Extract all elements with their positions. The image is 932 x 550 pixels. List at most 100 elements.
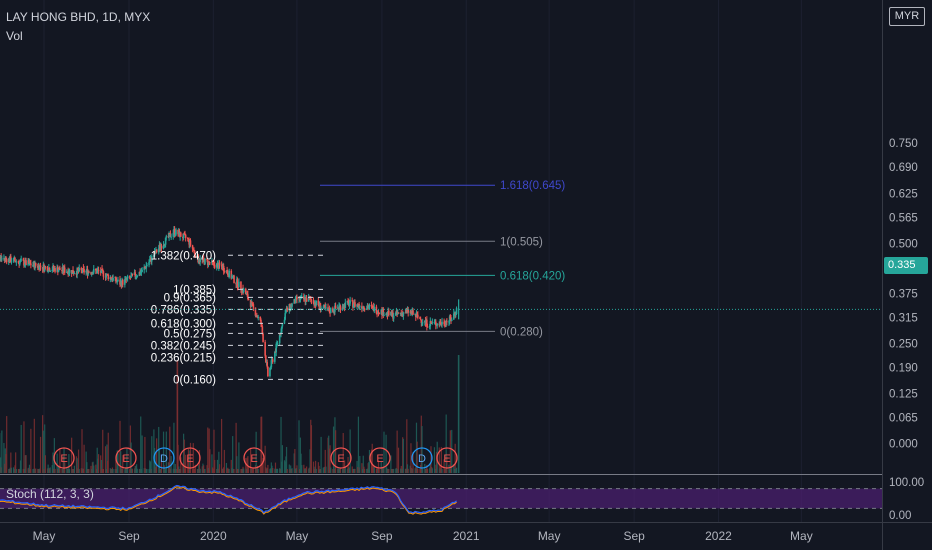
volume-bar: [221, 418, 223, 473]
volume-bar: [173, 422, 175, 473]
volume-bar: [10, 467, 13, 473]
volume-bar: [158, 449, 161, 473]
candle-body: [184, 233, 186, 235]
volume-bar: [247, 466, 250, 473]
volume-bar: [272, 467, 274, 473]
candle-body: [436, 323, 439, 326]
volume-bar: [291, 468, 293, 473]
volume-bar: [169, 469, 172, 473]
volume-bar: [125, 468, 127, 473]
volume-bar: [39, 468, 41, 473]
volume-bar: [211, 454, 213, 473]
volume-bar: [58, 465, 60, 473]
volume-bar: [348, 467, 350, 473]
candle-body: [305, 298, 308, 302]
volume-bar: [310, 419, 312, 473]
volume-bar: [381, 468, 383, 473]
volume-bar: [363, 466, 365, 473]
volume-bar: [230, 459, 232, 473]
volume-bar: [377, 460, 380, 473]
candle-body: [209, 262, 211, 264]
volume-bar: [358, 467, 360, 473]
volume-bar: [201, 466, 203, 473]
volume-bar: [370, 449, 373, 473]
volume-bar: [24, 468, 26, 473]
volume-bar: [196, 468, 199, 473]
volume-bar: [214, 459, 216, 473]
candle-body: [130, 275, 132, 278]
marker-letter: E: [443, 453, 450, 465]
volume-bar: [110, 468, 112, 473]
candle-body: [193, 250, 196, 255]
candle-body: [270, 360, 273, 368]
marker-letter: D: [160, 453, 168, 465]
candle-body: [309, 297, 312, 300]
candle-body: [145, 265, 148, 269]
volume-bar: [290, 469, 292, 473]
volume-bar: [305, 468, 307, 473]
volume-bar: [172, 468, 174, 473]
volume-bar: [226, 468, 228, 473]
candle-body: [5, 257, 7, 259]
volume-bar: [351, 466, 353, 473]
candle-body: [339, 305, 342, 311]
volume-bar: [68, 454, 70, 473]
volume-bar: [97, 454, 100, 473]
volume-bar: [377, 468, 379, 473]
volume-bar: [366, 468, 369, 473]
candle-body: [187, 238, 190, 240]
earnings-marker: [179, 447, 201, 469]
stochastic-pane: [0, 474, 932, 523]
volume-bar: [290, 465, 292, 473]
volume-bar: [386, 467, 388, 473]
volume-bar: [404, 468, 407, 473]
candle-body: [294, 297, 297, 304]
volume-bar: [411, 468, 413, 473]
candle-body: [192, 248, 195, 251]
volume-bar: [373, 466, 375, 473]
candle-body: [435, 325, 438, 327]
volume-bar: [24, 455, 26, 473]
volume-bar: [241, 468, 243, 473]
volume-bar: [267, 464, 269, 473]
volume-bar: [329, 445, 331, 473]
candle-body: [22, 259, 25, 261]
candle-body: [57, 270, 60, 273]
stochastic-band: [0, 488, 882, 509]
candle-body: [421, 322, 424, 324]
volume-bar: [366, 468, 368, 473]
volume-bar: [342, 433, 344, 473]
candle-body: [228, 270, 231, 278]
volume-bar: [93, 465, 95, 473]
volume-bar: [361, 468, 364, 473]
candle-body: [416, 314, 418, 316]
candle-body: [49, 271, 52, 273]
candle-body: [85, 270, 87, 273]
candle-body: [226, 270, 228, 274]
volume-bar: [12, 467, 15, 473]
candle-body: [352, 300, 354, 308]
candle-body: [130, 273, 133, 276]
volume-bar: [91, 462, 93, 473]
volume-bar: [191, 468, 194, 473]
candle-body: [231, 276, 234, 278]
volume-bar: [27, 468, 29, 473]
volume-bar: [341, 468, 344, 473]
candle-body: [218, 262, 220, 269]
candle-body: [244, 288, 247, 295]
candle-body: [39, 265, 42, 268]
volume-bar: [270, 462, 272, 473]
candle-body: [269, 367, 271, 377]
volume-bar: [303, 469, 306, 473]
volume-bar: [18, 468, 20, 473]
candle-body: [444, 324, 447, 326]
currency-badge[interactable]: MYR: [889, 7, 925, 26]
volume-bar: [131, 468, 134, 473]
candle-body: [83, 268, 85, 273]
candle-body: [173, 229, 176, 235]
volume-bar: [362, 455, 364, 473]
volume-bar: [402, 438, 404, 473]
volume-bar: [232, 468, 234, 473]
